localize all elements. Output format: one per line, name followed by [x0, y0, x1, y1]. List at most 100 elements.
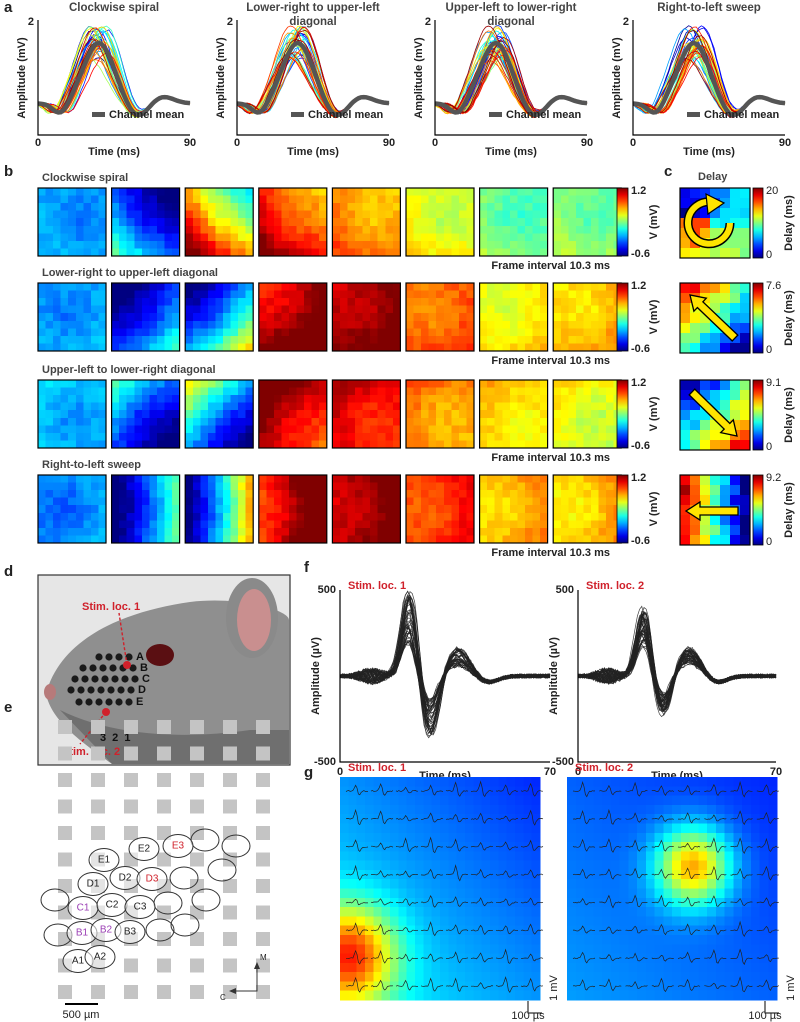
heatmap-cell	[222, 535, 231, 544]
delay-cell	[740, 283, 751, 294]
heatmap-cell	[707, 777, 717, 787]
heatmap-cell	[553, 328, 562, 337]
heatmap-cell	[340, 832, 349, 843]
heatmap-cell	[451, 410, 460, 419]
heatmap-cell	[509, 475, 518, 483]
heatmap-cell	[111, 535, 120, 544]
y-axis-label: Amplitude (mV)	[16, 37, 28, 119]
heatmap-cell	[619, 888, 629, 899]
heatmap-cell	[458, 497, 467, 506]
heatmap-cell	[568, 520, 577, 529]
heatmap-cell	[440, 897, 449, 908]
heatmap-cell	[654, 953, 664, 964]
heatmap-cell	[698, 814, 708, 824]
heatmap-cell	[53, 380, 62, 388]
heatmap-cell	[362, 248, 371, 257]
heatmap-cell	[332, 313, 341, 322]
heatmap-cell	[90, 320, 99, 329]
delay-cell	[730, 238, 741, 249]
heatmap-cell	[126, 210, 135, 219]
spike-trace	[599, 978, 622, 992]
heatmap-cell	[415, 972, 424, 982]
delay-cell	[740, 515, 751, 526]
heatmap-cell	[319, 425, 328, 434]
heatmap-cell	[479, 410, 488, 419]
heatmap-cell	[568, 482, 577, 491]
heatmap-cell	[523, 777, 533, 787]
heatmap-cell	[348, 888, 358, 899]
heatmap-cell	[53, 527, 62, 536]
heatmap-cell	[532, 482, 541, 491]
electrode	[190, 958, 204, 973]
heatmap-cell	[238, 482, 247, 491]
heatmap-cell	[119, 387, 128, 396]
heatmap-cell	[481, 842, 491, 852]
heatmap-cell	[68, 417, 77, 426]
heatmap-cell	[553, 195, 562, 204]
heatmap-cell	[602, 786, 612, 797]
heatmap-cell	[448, 879, 458, 889]
heatmap-cell	[590, 387, 599, 396]
heatmap-cell	[149, 203, 158, 212]
heatmap-cell	[567, 823, 577, 834]
heatmap-cell	[413, 298, 422, 307]
heatmap-cell	[273, 233, 282, 242]
heatmap-cell	[347, 240, 356, 249]
heatmap-cell	[245, 490, 254, 499]
heatmap-cell	[560, 298, 569, 307]
spike-trace	[420, 977, 444, 992]
heatmap-cell	[68, 490, 77, 499]
heatmap-cell	[245, 343, 254, 352]
heatmap-cell	[332, 290, 341, 299]
spike-trace	[704, 837, 727, 854]
heatmap-cell	[392, 313, 401, 322]
heatmap-cell	[515, 907, 524, 917]
heatmap-cell	[583, 417, 592, 426]
heatmap-cell	[515, 953, 524, 964]
heatmap-cell	[742, 925, 752, 936]
heatmap-cell	[266, 505, 275, 514]
heatmap-cell	[517, 283, 526, 291]
heatmap-cell	[149, 527, 158, 536]
heatmap-cell	[390, 786, 399, 797]
heatmap-cell	[362, 512, 371, 521]
heatmap-cell	[465, 832, 474, 843]
spike-trace	[495, 815, 519, 822]
heatmap-cell	[654, 916, 664, 927]
heatmap-cell	[207, 512, 216, 521]
heatmap-cell	[451, 475, 460, 483]
heatmap-cell	[390, 944, 399, 955]
delay-cell	[680, 380, 691, 391]
heatmap-cell	[392, 512, 401, 521]
heatmap-cell	[413, 505, 422, 514]
y-axis-label: Amplitude (mV)	[215, 37, 227, 119]
heatmap-cell	[532, 402, 541, 411]
heatmap-cell	[715, 804, 725, 815]
heatmap-cell	[377, 320, 386, 329]
heatmap-cell	[319, 218, 328, 227]
heatmap-cell	[473, 795, 483, 806]
heatmap-cell	[568, 320, 577, 329]
heatmap-cell	[90, 417, 99, 426]
delay-cell	[740, 390, 751, 401]
heatmap-cell	[509, 320, 518, 329]
heatmap-cell	[339, 328, 348, 337]
heatmap-cell	[355, 335, 364, 344]
heatmap-cell	[340, 814, 349, 824]
heatmap-cell	[715, 879, 725, 889]
heatmap-cell	[502, 218, 511, 227]
heatmap-cell	[575, 218, 584, 227]
heatmap-cell	[628, 944, 638, 955]
heatmap-cell	[119, 402, 128, 411]
heatmap-cell	[339, 283, 348, 291]
heatmap-cell	[355, 240, 364, 249]
heatmap-cell	[456, 786, 466, 797]
heatmap-cell	[487, 535, 496, 544]
heatmap-cell	[515, 962, 524, 973]
delay-cell	[720, 333, 731, 344]
heatmap-cell	[90, 512, 99, 521]
electrode	[190, 746, 204, 761]
heatmap-cell	[440, 944, 449, 955]
heatmap-cell	[222, 395, 231, 404]
barrel	[136, 867, 168, 891]
